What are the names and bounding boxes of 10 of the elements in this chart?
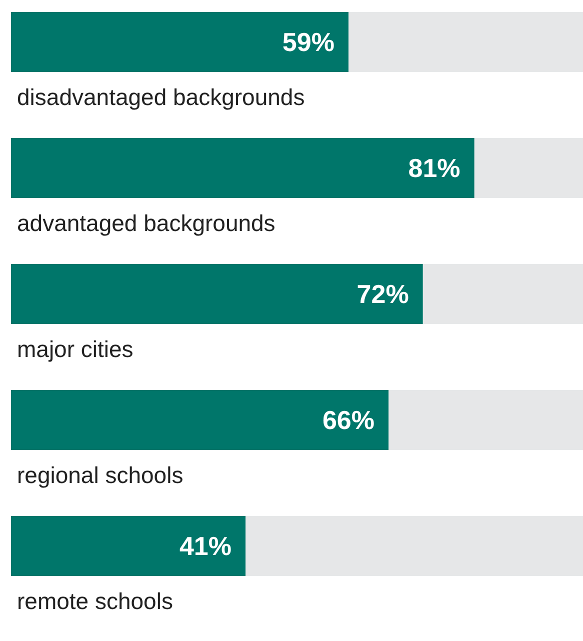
data-label: 41%: [179, 531, 232, 561]
data-label: 66%: [322, 405, 375, 435]
y-tick-label: advantaged backgrounds: [17, 210, 276, 236]
data-label: 59%: [282, 27, 334, 57]
y-tick-label: remote schools: [17, 588, 173, 614]
data-label: 72%: [356, 279, 409, 309]
y-tick-label: disadvantaged backgrounds: [17, 84, 305, 110]
data-label: 81%: [408, 153, 460, 183]
y-tick-label: major cities: [17, 336, 134, 362]
y-tick-label: regional schools: [17, 462, 184, 488]
